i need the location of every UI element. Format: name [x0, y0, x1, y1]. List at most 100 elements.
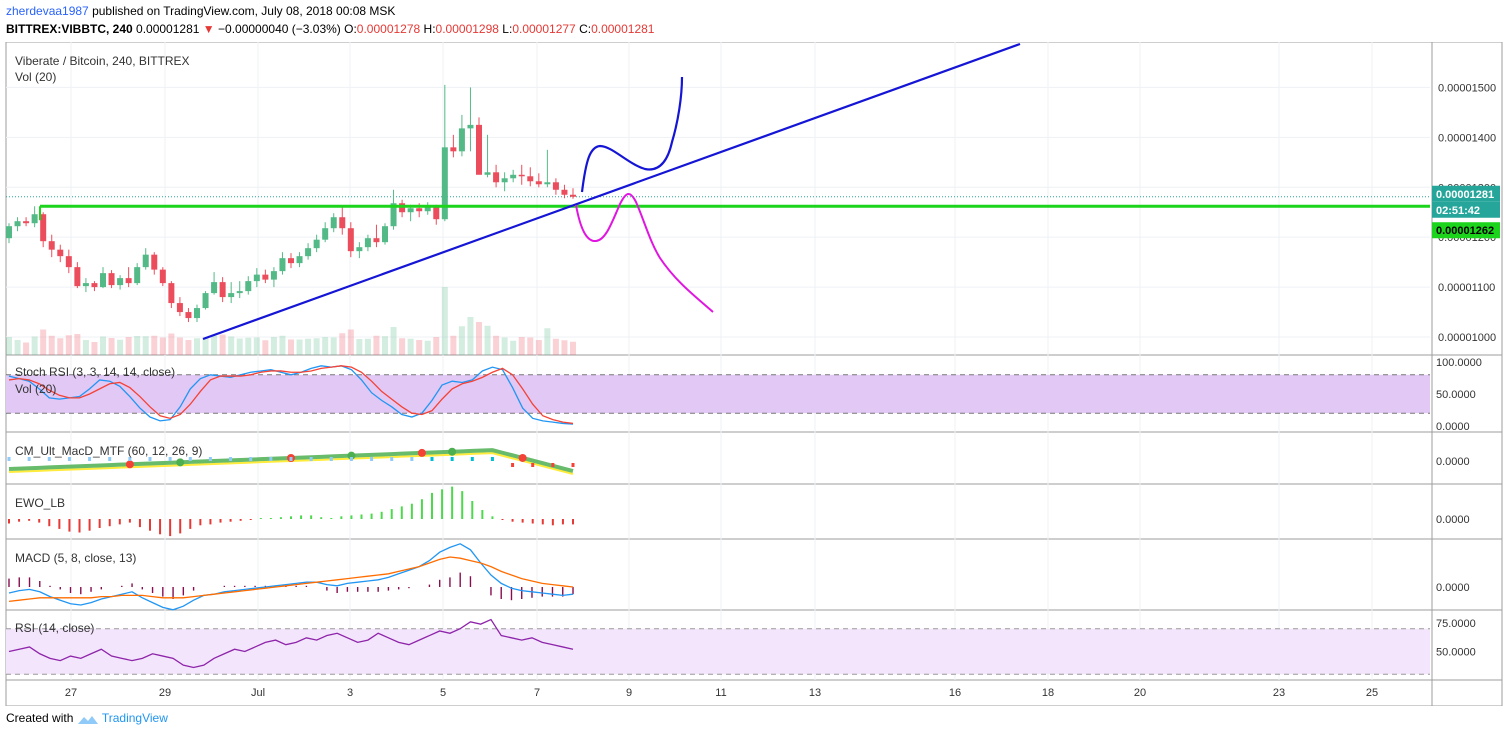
- rsi-line: [8, 618, 574, 669]
- chart-canvas[interactable]: 0.000015000.000014000.000013000.00001200…: [0, 42, 1508, 706]
- cm-cross-dot: [176, 458, 185, 467]
- rsi-band: [6, 628, 1430, 675]
- candle-body: [219, 282, 226, 298]
- volume-bar: [518, 337, 525, 355]
- candle-body: [552, 182, 559, 190]
- chart-header: zherdevaa1987 published on TradingView.c…: [0, 0, 1508, 42]
- candle-body: [159, 269, 166, 284]
- volume-bar: [288, 339, 294, 355]
- x-tick-label: 9: [626, 687, 632, 699]
- cm-cross-dot: [518, 453, 527, 462]
- macd-signal-line: [8, 556, 574, 603]
- cm-histogram-bar: [47, 457, 51, 461]
- volume-bar: [202, 337, 209, 355]
- cm-histogram-bar: [269, 457, 273, 461]
- volume-bar: [125, 337, 132, 355]
- x-tick-label: 7: [534, 687, 540, 699]
- volume-bar: [211, 335, 218, 355]
- cm-histogram-bar: [27, 457, 31, 461]
- tradingview-link[interactable]: TradingView: [101, 711, 168, 725]
- cm-cross-dot: [417, 448, 426, 457]
- volume-bar: [382, 336, 388, 355]
- volume-bar: [510, 340, 517, 355]
- volume-bar: [65, 335, 72, 355]
- volume-bar: [339, 333, 346, 355]
- volume-bar: [176, 337, 183, 355]
- candle-body: [91, 283, 98, 288]
- candle-body: [185, 312, 192, 319]
- cm-histogram-bar: [108, 457, 112, 461]
- volume-bar: [40, 329, 47, 355]
- volume-bar: [91, 342, 98, 355]
- candle-body: [373, 238, 380, 243]
- macd-title: MACD (5, 8, close, 13): [15, 551, 136, 565]
- x-tick-label: 13: [809, 687, 821, 699]
- candle-body: [228, 293, 235, 298]
- cm-histogram-bar: [249, 457, 253, 461]
- volume-bar: [253, 337, 260, 355]
- stoch-tick-label: 100.0000: [1436, 357, 1482, 369]
- candle-body: [476, 124, 482, 175]
- chart-title: Viberate / Bitcoin, 240, BITTREX: [15, 54, 190, 68]
- stoch-title: Stoch RSI (3, 3, 14, 14, close): [15, 365, 175, 379]
- x-tick-label: 5: [440, 687, 446, 699]
- candle-body: [484, 172, 491, 175]
- last-price: 0.00001281: [136, 22, 200, 36]
- x-tick-label: Jul: [251, 687, 265, 699]
- candle-body: [142, 254, 149, 268]
- cm-histogram-bar: [88, 457, 92, 461]
- cm-histogram-bar: [67, 457, 71, 461]
- volume-bar: [535, 340, 542, 355]
- candle-body: [100, 273, 106, 288]
- candle-body: [236, 291, 243, 294]
- volume-bar: [279, 335, 286, 355]
- cm-histogram-bar: [289, 457, 293, 461]
- x-tick-label: 27: [65, 687, 77, 699]
- candle-body: [202, 293, 209, 309]
- volume-bar: [228, 336, 235, 355]
- low-label: L:: [502, 22, 513, 36]
- volume-bar: [364, 338, 371, 355]
- volume-bar: [305, 338, 312, 355]
- cm-histogram-bar: [531, 463, 535, 467]
- volume-bar: [296, 339, 303, 355]
- publish-info: published on TradingView.com, July 08, 2…: [92, 4, 396, 18]
- candle-body: [390, 203, 397, 227]
- stoch-tick-label: 50.0000: [1436, 389, 1476, 401]
- price-tick-label: 0.00001500: [1438, 82, 1496, 94]
- candle-body: [339, 217, 346, 229]
- candle-body: [151, 254, 158, 270]
- candle-body: [322, 228, 329, 240]
- volume-bar: [450, 335, 457, 355]
- volume-bar: [322, 337, 329, 355]
- candle-body: [535, 181, 542, 185]
- candle-body: [501, 178, 508, 183]
- candle-body: [510, 174, 517, 179]
- volume-bar: [31, 336, 38, 355]
- candle-body: [364, 238, 371, 248]
- candle-body: [330, 217, 337, 229]
- close-value: 0.00001281: [591, 22, 655, 36]
- last-price-tag: 0.00001281: [1436, 189, 1494, 201]
- volume-bar: [23, 342, 30, 355]
- cm-histogram-bar: [309, 457, 313, 461]
- countdown-tag-background: [1432, 201, 1500, 218]
- symbol-name: BITTREX:VIBBTC, 240: [6, 22, 133, 36]
- volume-bar: [407, 338, 414, 355]
- x-tick-label: 16: [949, 687, 961, 699]
- volume-bar: [399, 338, 406, 355]
- cm-histogram-bar: [511, 463, 515, 467]
- volume-bar: [262, 340, 269, 355]
- candle-body: [416, 208, 423, 212]
- footer: Created with TradingView: [6, 711, 168, 725]
- candle-body: [527, 176, 534, 182]
- volume-bar: [168, 333, 175, 355]
- cm-cross-dot: [448, 447, 457, 456]
- candle-body: [561, 189, 568, 195]
- candle-body: [441, 147, 448, 220]
- candle-body: [40, 214, 47, 242]
- bullish-path-drawing: [580, 76, 684, 193]
- x-tick-label: 29: [159, 687, 171, 699]
- author-link[interactable]: zherdevaa1987: [6, 4, 89, 18]
- price-tick-label: 0.00001400: [1438, 132, 1496, 144]
